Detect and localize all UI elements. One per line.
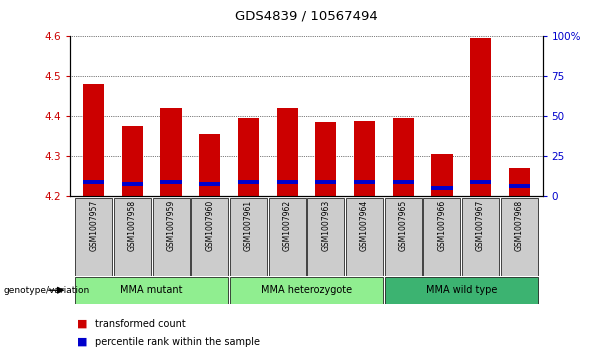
Bar [230,277,383,304]
Bar [83,180,104,184]
Text: GSM1007957: GSM1007957 [89,200,98,252]
Bar [238,180,259,184]
Text: GSM1007958: GSM1007958 [128,200,137,251]
Text: GSM1007968: GSM1007968 [515,200,524,251]
Bar [230,198,267,276]
Bar [83,84,104,196]
Text: ■: ■ [77,337,87,347]
Bar [75,198,112,276]
Bar [199,183,221,185]
Text: GSM1007962: GSM1007962 [283,200,292,251]
Bar [354,180,375,184]
Bar [462,198,499,276]
Bar [199,134,221,196]
Text: GSM1007963: GSM1007963 [321,200,330,252]
Bar [432,154,452,196]
Bar [315,122,337,196]
Bar [470,180,491,184]
Text: GDS4839 / 10567494: GDS4839 / 10567494 [235,9,378,22]
Text: GSM1007966: GSM1007966 [438,200,446,252]
Bar [424,198,460,276]
Text: percentile rank within the sample: percentile rank within the sample [95,337,260,347]
Bar [276,108,298,196]
Bar [509,184,530,188]
Text: transformed count: transformed count [95,319,186,329]
Bar [238,118,259,196]
Text: GSM1007964: GSM1007964 [360,200,369,252]
Text: genotype/variation: genotype/variation [3,286,89,295]
Bar [392,180,414,184]
Bar [122,126,143,196]
Bar [354,121,375,196]
Bar [509,168,530,196]
Text: MMA mutant: MMA mutant [121,285,183,295]
Bar [153,198,189,276]
Text: ■: ■ [77,319,87,329]
Bar [384,198,422,276]
Text: GSM1007959: GSM1007959 [167,200,175,252]
Bar [384,277,538,304]
Text: GSM1007960: GSM1007960 [205,200,215,252]
Text: GSM1007961: GSM1007961 [244,200,253,251]
Bar [470,38,491,196]
Text: GSM1007967: GSM1007967 [476,200,485,252]
Bar [161,108,181,196]
Bar [122,183,143,185]
Bar [191,198,229,276]
Bar [114,198,151,276]
Text: MMA heterozygote: MMA heterozygote [261,285,352,295]
Text: GSM1007965: GSM1007965 [398,200,408,252]
Bar [276,180,298,184]
Text: MMA wild type: MMA wild type [425,285,497,295]
Bar [346,198,383,276]
Bar [432,187,452,189]
Bar [75,277,229,304]
Bar [392,118,414,196]
Bar [161,180,181,184]
Bar [501,198,538,276]
Bar [268,198,306,276]
Bar [307,198,345,276]
Bar [315,180,337,184]
